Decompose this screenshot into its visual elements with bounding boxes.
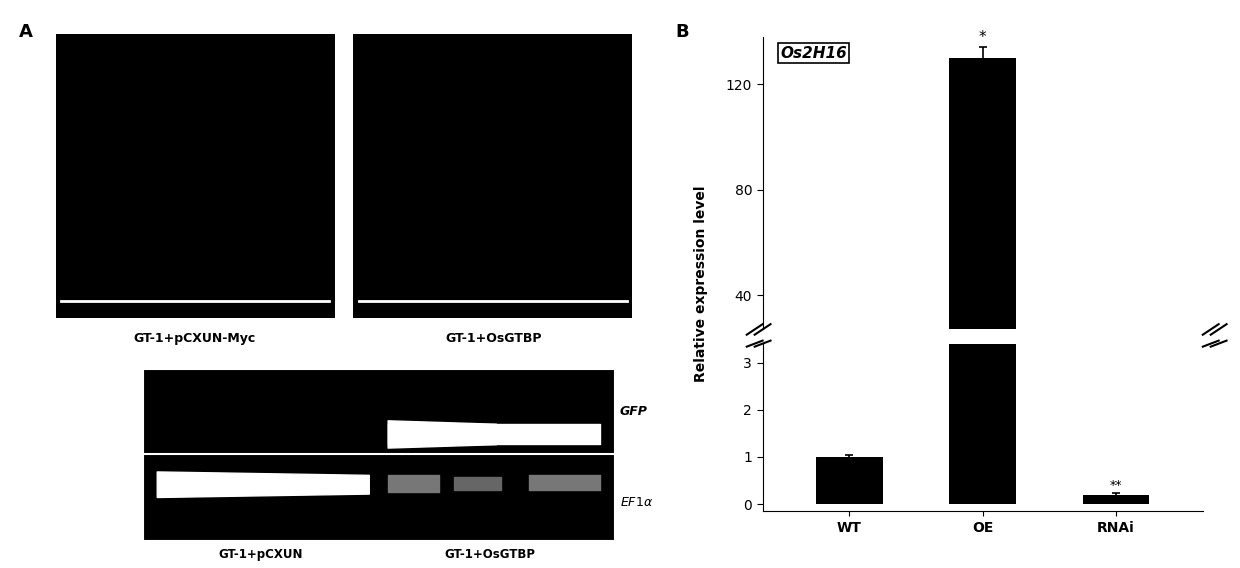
Text: GFP: GFP	[620, 406, 647, 418]
Text: A: A	[19, 23, 32, 41]
Text: *: *	[978, 30, 987, 45]
Text: Relative expression level: Relative expression level	[693, 186, 708, 382]
Bar	[950, 58, 1016, 400]
Text: **: **	[1110, 479, 1122, 492]
Bar	[816, 457, 883, 504]
Text: $EF1\alpha$: $EF1\alpha$	[620, 496, 653, 509]
Bar	[816, 398, 883, 400]
Text: Os2H16: Os2H16	[780, 45, 847, 61]
Text: GT-1+OsGTBP: GT-1+OsGTBP	[444, 548, 536, 561]
Text: B: B	[676, 23, 689, 41]
Bar	[1083, 495, 1149, 504]
Text: GT-1+pCXUN-Myc: GT-1+pCXUN-Myc	[134, 332, 255, 345]
Bar	[950, 0, 1016, 504]
Text: GT-1+OsGTBP: GT-1+OsGTBP	[445, 332, 542, 345]
Text: GT-1+pCXUN: GT-1+pCXUN	[218, 548, 303, 561]
